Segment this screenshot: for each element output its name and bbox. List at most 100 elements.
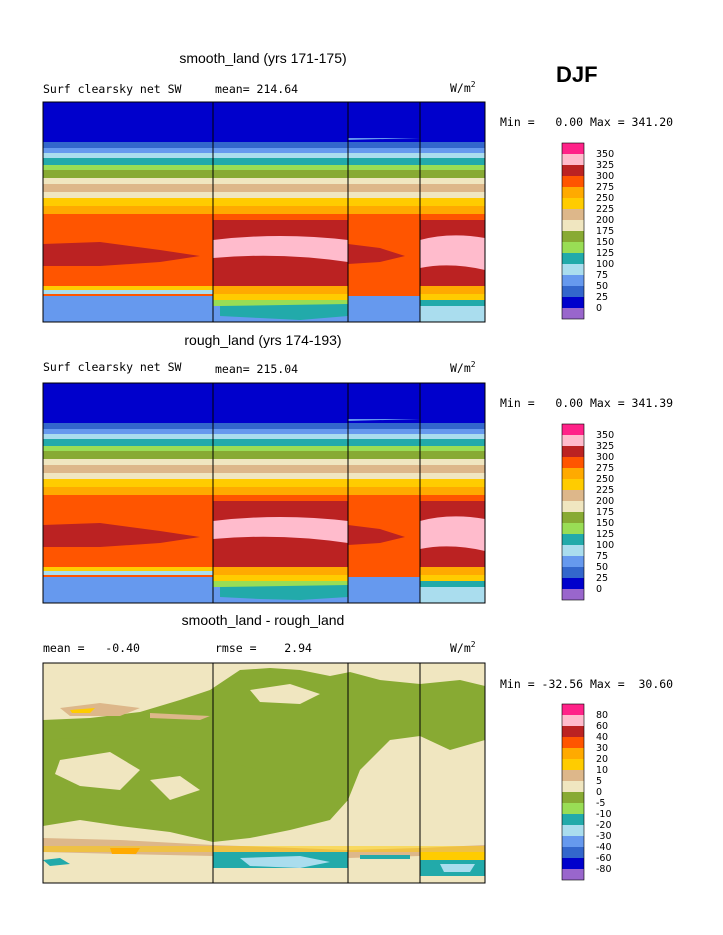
colorbar-swatch bbox=[562, 275, 584, 286]
colorbar-label: 5 bbox=[596, 776, 602, 787]
colorbar-swatch bbox=[562, 726, 584, 737]
colorbar-swatch bbox=[562, 534, 584, 545]
colorbar-swatch bbox=[562, 176, 584, 187]
colorbar-label: -10 bbox=[596, 809, 612, 820]
colorbar-label: 150 bbox=[596, 237, 614, 248]
colorbar-label: 200 bbox=[596, 215, 614, 226]
colorbar-swatch bbox=[562, 231, 584, 242]
panel-3-units: W/m2 bbox=[450, 640, 476, 655]
colorbar-label: 25 bbox=[596, 292, 608, 303]
colorbar-label: -80 bbox=[596, 864, 612, 875]
panel-1-range: Min = 0.00 Max = 341.20 bbox=[500, 115, 673, 129]
colorbar-swatch bbox=[562, 545, 584, 556]
colorbar-swatch bbox=[562, 435, 584, 446]
colorbar-swatch bbox=[562, 512, 584, 523]
panel-2-mean-label: mean= 215.04 bbox=[215, 362, 298, 376]
colorbar-label: 225 bbox=[596, 204, 614, 215]
panel-3-rmse-label: rmse = 2.94 bbox=[215, 641, 312, 655]
panel-1-mean-label: mean= 214.64 bbox=[215, 82, 298, 96]
colorbar-swatch bbox=[562, 187, 584, 198]
colorbar-label: 350 bbox=[596, 149, 614, 160]
colorbar-swatch bbox=[562, 556, 584, 567]
panel-2-title: rough_land (yrs 174-193) bbox=[184, 332, 341, 348]
colorbar-label: 60 bbox=[596, 721, 608, 732]
colorbar-swatch bbox=[562, 770, 584, 781]
colorbar-label: -40 bbox=[596, 842, 612, 853]
colorbar-swatch bbox=[562, 748, 584, 759]
colorbar-label: -20 bbox=[596, 820, 612, 831]
colorbar-label: 75 bbox=[596, 551, 608, 562]
colorbar-label: 10 bbox=[596, 765, 608, 776]
panel-1-units: W/m2 bbox=[450, 80, 476, 95]
colorbar-swatch bbox=[562, 759, 584, 770]
colorbar-label: 325 bbox=[596, 160, 614, 171]
colorbar-label: 225 bbox=[596, 485, 614, 496]
colorbar-swatch bbox=[562, 501, 584, 512]
colorbar-swatch bbox=[562, 264, 584, 275]
colorbar-label: 275 bbox=[596, 182, 614, 193]
colorbar-label: 300 bbox=[596, 452, 614, 463]
colorbar-swatch bbox=[562, 253, 584, 264]
colorbar-swatch bbox=[562, 143, 584, 154]
colorbar-label: 40 bbox=[596, 732, 608, 743]
colorbar-swatch bbox=[562, 198, 584, 209]
colorbar-frame bbox=[561, 703, 585, 881]
colorbar-label: 0 bbox=[596, 303, 602, 314]
colorbar-swatch bbox=[562, 457, 584, 468]
colorbar-swatch bbox=[562, 836, 584, 847]
panel-3-map bbox=[42, 662, 486, 884]
colorbar-swatch bbox=[562, 490, 584, 501]
colorbar-swatch bbox=[562, 567, 584, 578]
colorbar-swatch bbox=[562, 286, 584, 297]
colorbar-label: 20 bbox=[596, 754, 608, 765]
colorbar-swatch bbox=[562, 803, 584, 814]
colorbar-swatch bbox=[562, 220, 584, 231]
colorbar-label: 100 bbox=[596, 540, 614, 551]
colorbar-label: 175 bbox=[596, 507, 614, 518]
colorbar-label: 30 bbox=[596, 743, 608, 754]
colorbar-label: 325 bbox=[596, 441, 614, 452]
colorbar-swatch bbox=[562, 589, 584, 600]
colorbar-swatch bbox=[562, 781, 584, 792]
panel-2-range: Min = 0.00 Max = 341.39 bbox=[500, 396, 673, 410]
colorbar-swatch bbox=[562, 737, 584, 748]
panel-2-units: W/m2 bbox=[450, 360, 476, 375]
colorbar-frame bbox=[561, 142, 585, 320]
panel-2-left-label: Surf clearsky net SW bbox=[43, 360, 182, 374]
colorbar-label: 250 bbox=[596, 193, 614, 204]
colorbar-label: 80 bbox=[596, 710, 608, 721]
panel-3: smooth_land - rough_land mean = -0.40 rm… bbox=[42, 612, 673, 884]
panel-2: rough_land (yrs 174-193) Surf clearsky n… bbox=[42, 332, 673, 604]
colorbar-swatch bbox=[562, 792, 584, 803]
colorbar-label: 300 bbox=[596, 171, 614, 182]
colorbar-label: 0 bbox=[596, 584, 602, 595]
panel-1-left-label: Surf clearsky net SW bbox=[43, 82, 182, 96]
colorbar-swatch bbox=[562, 308, 584, 319]
colorbar-label: -5 bbox=[596, 798, 605, 809]
panel-3-mean-label: mean = -0.40 bbox=[43, 641, 140, 655]
colorbar-swatch bbox=[562, 858, 584, 869]
colorbar-label: 125 bbox=[596, 529, 614, 540]
colorbar-frame bbox=[561, 423, 585, 601]
colorbar-swatch bbox=[562, 154, 584, 165]
colorbar-label: 100 bbox=[596, 259, 614, 270]
panel-2-map bbox=[42, 382, 486, 604]
colorbar-label: -30 bbox=[596, 831, 612, 842]
colorbar-label: 250 bbox=[596, 474, 614, 485]
colorbar-swatch bbox=[562, 847, 584, 858]
colorbar-swatch bbox=[562, 242, 584, 253]
colorbar-label: 75 bbox=[596, 270, 608, 281]
colorbar-label: -60 bbox=[596, 853, 612, 864]
panel-3-range: Min = -32.56 Max = 30.60 bbox=[500, 677, 673, 691]
colorbar-label: 350 bbox=[596, 430, 614, 441]
panel-3-title: smooth_land - rough_land bbox=[182, 612, 345, 628]
panel-1-title: smooth_land (yrs 171-175) bbox=[179, 50, 346, 66]
colorbar-swatch bbox=[562, 869, 584, 880]
colorbar-swatch bbox=[562, 209, 584, 220]
colorbar-swatch bbox=[562, 814, 584, 825]
colorbar-swatch bbox=[562, 446, 584, 457]
